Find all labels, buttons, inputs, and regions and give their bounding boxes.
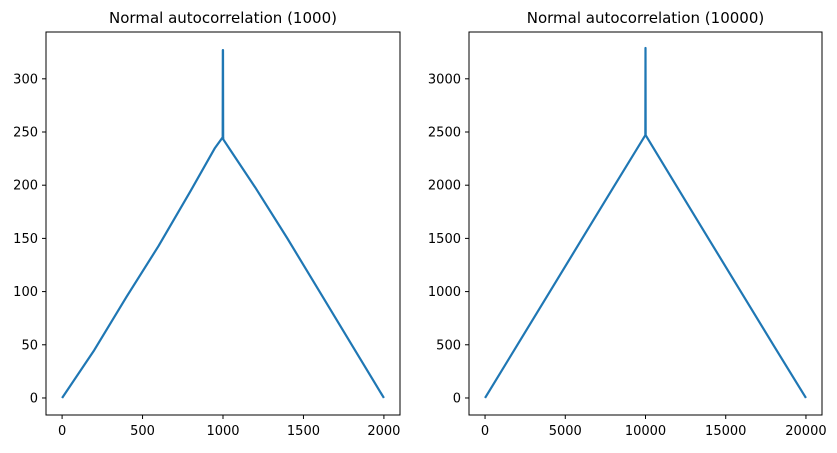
y-tick-label: 3000 — [428, 72, 461, 87]
series-line — [61, 48, 385, 399]
x-tick-label: 500 — [130, 424, 155, 439]
y-tick-label: 100 — [13, 285, 38, 300]
x-tick-label: 10000 — [625, 424, 666, 439]
axes-frame — [45, 31, 401, 416]
y-tick-label: 1500 — [428, 232, 461, 247]
y-tick-label: 2000 — [428, 179, 461, 194]
y-tick-label: 500 — [436, 338, 461, 353]
series-line — [484, 46, 807, 399]
axes-frame — [468, 31, 823, 416]
y-tick-label: 150 — [13, 232, 38, 247]
x-tick-label: 0 — [58, 424, 66, 439]
y-tick-label: 300 — [13, 72, 38, 87]
y-tick-label: 50 — [21, 338, 38, 353]
x-tick-label: 5000 — [549, 424, 582, 439]
x-tick-label: 1500 — [287, 424, 320, 439]
x-tick-label: 1000 — [206, 424, 239, 439]
chart-title: Normal autocorrelation (1000) — [109, 9, 337, 27]
chart-title: Normal autocorrelation (10000) — [527, 9, 764, 27]
y-tick-label: 200 — [13, 179, 38, 194]
y-tick-label: 250 — [13, 126, 38, 141]
x-tick-label: 15000 — [705, 424, 746, 439]
y-tick-label: 0 — [30, 391, 38, 406]
y-tick-label: 1000 — [428, 285, 461, 300]
x-tick-label: 20000 — [785, 424, 826, 439]
chart-1: Normal autocorrelation (1000)0 500 1000 150… — [13, 9, 401, 439]
y-tick-label: 0 — [453, 391, 461, 406]
y-tick-label: 2500 — [428, 126, 461, 141]
x-tick-label: 2000 — [367, 424, 400, 439]
x-tick-label: 0 — [481, 424, 489, 439]
chart-2: Normal autocorrelation (10000)0 5000 10000… — [428, 9, 827, 439]
